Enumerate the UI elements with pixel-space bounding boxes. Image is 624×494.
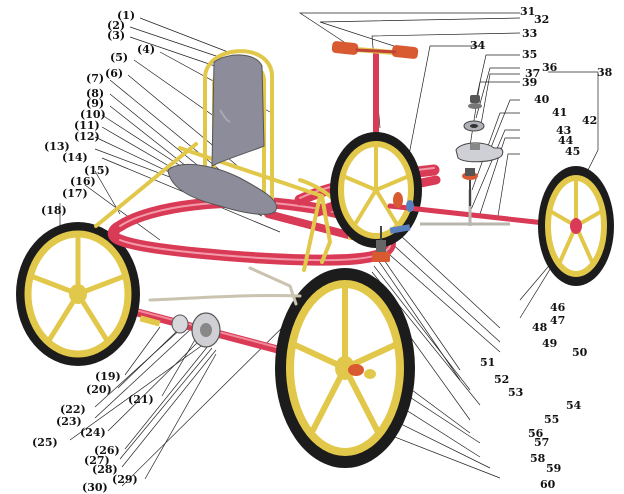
label-20: (20) [86,383,112,396]
label-37: 37 [525,67,541,80]
label-8: (8) [86,87,105,100]
label-24: (24) [80,426,106,439]
label-11: (11) [74,119,100,132]
label-31: 31 [520,5,536,18]
label-50: 50 [572,346,588,359]
label-44: 44 [558,134,574,147]
label-29: (29) [112,473,138,486]
label-41: 41 [552,106,568,119]
label-21: (21) [128,393,154,406]
label-32: 32 [534,13,550,26]
label-2: (2) [107,19,126,32]
left-kingpin-assembly [372,192,414,262]
label-58: 58 [530,452,546,465]
label-59: 59 [546,462,562,475]
label-3: (3) [107,29,126,42]
label-19: (19) [95,370,121,383]
label-33: 33 [522,27,538,40]
label-36: 36 [542,61,558,74]
label-16: (16) [70,175,96,188]
label-52: 52 [494,373,510,386]
label-26: (26) [94,444,120,457]
label-57: 57 [534,436,550,449]
label-51: 51 [480,356,496,369]
label-6: (6) [105,67,124,80]
label-18: (18) [41,204,67,217]
label-39: 39 [522,76,538,89]
label-34: 34 [470,39,486,52]
label-43: 43 [556,124,572,137]
label-25: (25) [32,436,58,449]
label-27: (27) [84,454,110,467]
label-56: 56 [528,427,544,440]
label-46: 46 [550,301,566,314]
label-23: (23) [56,415,82,428]
label-10: (10) [80,108,106,121]
rear-left-wheel [16,222,140,366]
label-14: (14) [62,151,88,164]
front-right-wheel [538,166,614,286]
label-48: 48 [532,321,548,334]
label-53: 53 [508,386,524,399]
label-45: 45 [565,145,581,158]
label-12: (12) [74,130,100,143]
label-9: (9) [86,97,105,110]
brake-drum [139,312,221,348]
steering-knuckle-parts [455,95,504,206]
label-54: 54 [566,399,582,412]
label-4: (4) [137,43,156,56]
rear-right-wheel [275,268,415,468]
label-49: 49 [542,337,558,350]
label-40: 40 [534,93,550,106]
label-22: (22) [60,403,86,416]
label-42: 42 [582,114,598,127]
label-38: 38 [597,66,613,79]
label-47: 47 [550,314,566,327]
label-13: (13) [44,140,70,153]
front-left-wheel [330,132,422,248]
seat [167,54,277,215]
label-15: (15) [84,164,110,177]
label-1: (1) [117,9,136,22]
seat-frame [94,49,352,306]
label-5: (5) [110,51,129,64]
label-30: (30) [82,481,108,494]
label-7: (7) [86,72,105,85]
label-28: (28) [92,463,118,476]
label-55: 55 [544,413,560,426]
label-35: 35 [522,48,538,61]
label-60: 60 [540,478,556,491]
rear-right-hub [348,364,376,379]
label-17: (17) [62,187,88,200]
